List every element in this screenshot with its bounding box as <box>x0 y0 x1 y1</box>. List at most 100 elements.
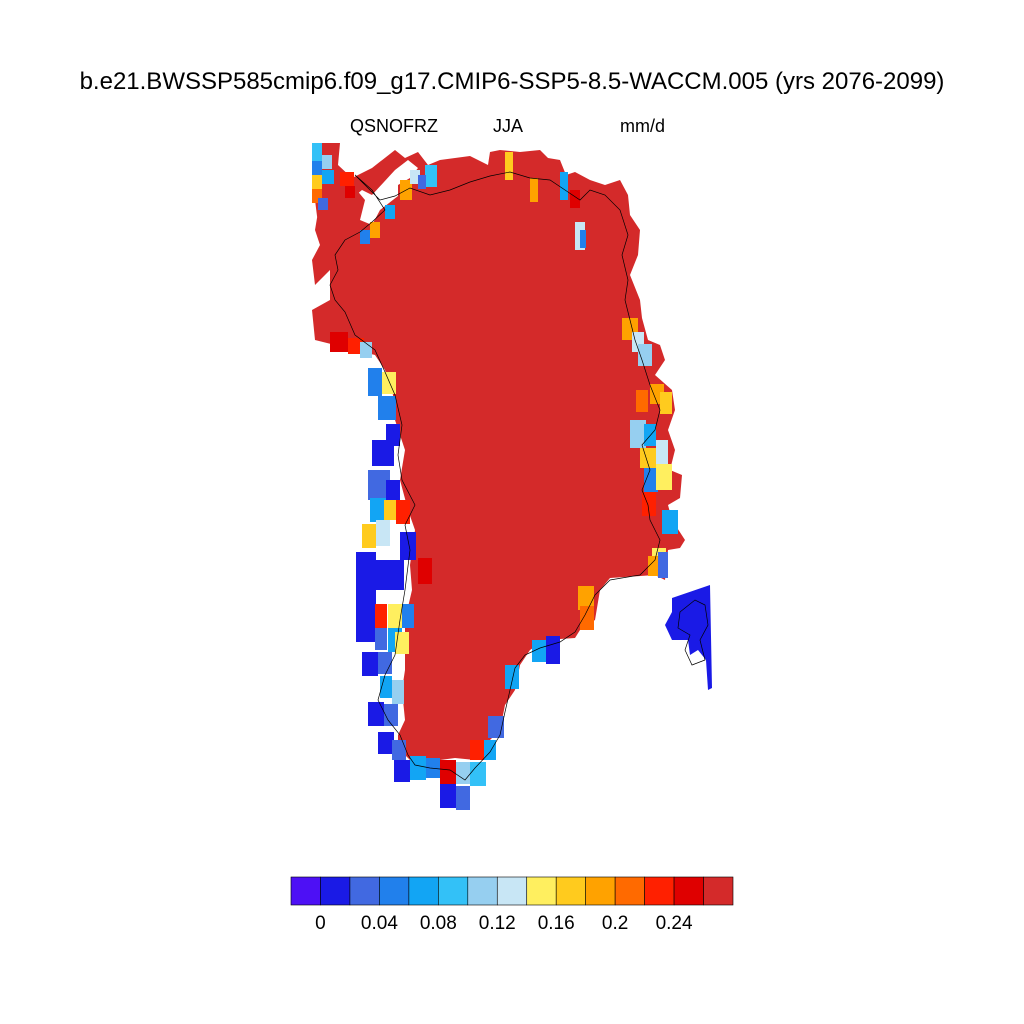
grid-cell <box>656 440 668 464</box>
colorbar-tick-label: 0.2 <box>602 913 628 934</box>
grid-cell <box>370 222 380 238</box>
variable-label: QSNOFRZ <box>350 116 438 136</box>
grid-cell <box>456 786 470 810</box>
colorbar-box <box>555 876 586 906</box>
grid-cell <box>580 230 586 248</box>
grid-cell <box>322 155 332 169</box>
colorbar-tick-label: 0.04 <box>361 913 398 934</box>
grid-cell <box>318 198 328 210</box>
grid-cell <box>660 392 672 414</box>
colorbar-tick-label: 0.08 <box>420 913 457 934</box>
grid-cell <box>388 604 402 628</box>
colorbar-box <box>379 876 410 906</box>
grid-cell <box>312 189 322 203</box>
grid-cell <box>368 368 382 396</box>
grid-cell <box>470 740 484 760</box>
grid-cell <box>505 665 519 689</box>
grid-cell <box>385 205 395 219</box>
colorbar-box <box>438 876 469 906</box>
iceland-coastline <box>677 599 709 666</box>
colorbar-box <box>320 876 351 906</box>
grid-cell <box>392 680 404 704</box>
grid-cell <box>312 161 322 175</box>
colorbar-box <box>290 876 321 906</box>
grid-cell <box>648 556 658 576</box>
colorbar-tick-label: 0 <box>315 913 326 934</box>
grid-cell <box>532 640 546 662</box>
grid-cell <box>312 175 322 189</box>
grid-cell <box>658 552 668 578</box>
grid-cell <box>630 420 646 448</box>
grid-cell <box>330 332 348 352</box>
grid-cell <box>636 390 648 412</box>
grid-cell <box>644 424 656 446</box>
grid-cell <box>372 440 394 466</box>
grid-cell <box>410 170 420 184</box>
grid-cell <box>418 558 432 584</box>
colorbar-tick-label: 0.16 <box>538 913 575 934</box>
grid-cell <box>570 190 580 208</box>
grid-cell <box>376 520 390 546</box>
grid-cell <box>375 628 387 650</box>
grid-cell <box>376 560 404 590</box>
colorbar-tick-label: 0.12 <box>479 913 516 934</box>
grid-cell <box>400 532 416 560</box>
grid-cell <box>488 716 504 738</box>
grid-cell <box>560 172 568 200</box>
coastline <box>329 171 661 781</box>
colorbar-box <box>408 876 439 906</box>
colorbar-labels: 0 0.04 0.08 0.12 0.16 0.2 0.24 <box>315 913 693 934</box>
grid-cell <box>368 702 384 726</box>
colorbar-box <box>349 876 380 906</box>
grid-cell <box>360 342 372 358</box>
grid-cell <box>396 500 410 524</box>
colorbar-box <box>673 876 704 906</box>
colorbar-box <box>585 876 616 906</box>
grid-cell <box>638 344 652 366</box>
season-label: JJA <box>493 116 524 136</box>
grid-cell <box>425 165 437 187</box>
grid-cell <box>386 480 400 504</box>
colorbar-box <box>526 876 557 906</box>
plot-title: b.e21.BWSSP585cmip6.f09_g17.CMIP6-SSP5-8… <box>79 68 945 95</box>
units-label: mm/d <box>620 116 665 136</box>
grid-cell <box>322 170 334 184</box>
grid-cell <box>378 732 394 754</box>
grid-cell <box>370 498 386 522</box>
colorbar-boxes <box>290 876 734 906</box>
grid-cell <box>578 586 594 610</box>
grid-cell <box>368 470 390 500</box>
coastal-grid-cells <box>312 143 678 810</box>
grid-cell <box>418 175 426 189</box>
grid-cell <box>530 178 538 202</box>
grid-cell <box>384 500 398 520</box>
grid-cell <box>662 510 678 534</box>
grid-cell <box>378 396 396 420</box>
grid-cell <box>362 652 378 676</box>
grid-cell <box>440 784 456 808</box>
grid-cell <box>410 756 426 780</box>
grid-cell <box>362 524 376 548</box>
colorbar-box <box>614 876 645 906</box>
grid-cell <box>656 464 672 490</box>
grid-cell <box>375 604 387 628</box>
grid-cell <box>402 604 414 628</box>
grid-cell <box>394 760 410 782</box>
grid-cell <box>392 740 406 760</box>
grid-cell <box>360 230 370 244</box>
grid-cell <box>644 468 658 492</box>
grid-cell <box>580 606 594 630</box>
grid-cell <box>505 152 513 180</box>
grid-cell <box>440 760 456 784</box>
grid-cell <box>356 552 376 642</box>
grid-cell <box>470 762 486 786</box>
grid-cell <box>640 448 656 468</box>
grid-cell <box>384 704 398 726</box>
colorbar-box <box>703 876 734 906</box>
colorbar-box <box>644 876 675 906</box>
colorbar-tick-label: 0.24 <box>656 913 693 934</box>
colorbar-box <box>496 876 528 906</box>
colorbar-box <box>467 876 498 906</box>
grid-cell <box>395 632 409 654</box>
